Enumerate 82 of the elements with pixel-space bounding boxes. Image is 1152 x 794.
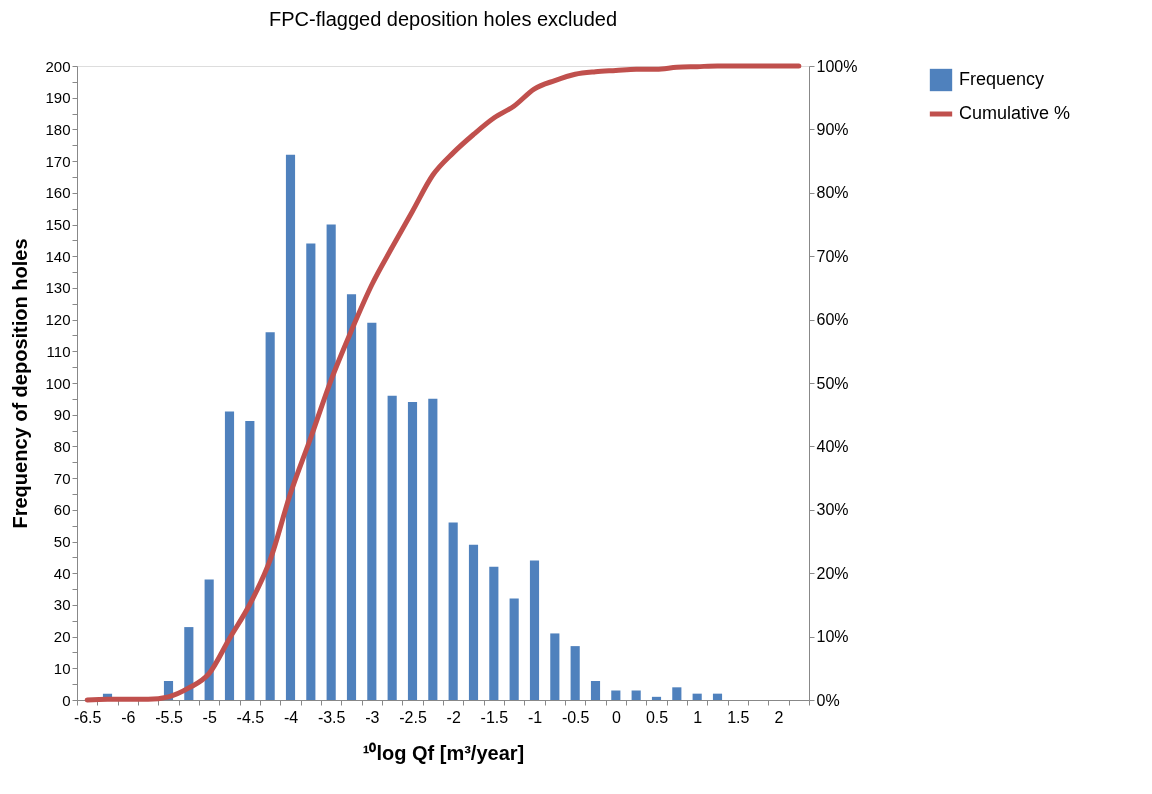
chart-title: FPC-flagged deposition holes excluded: [269, 8, 617, 30]
y-tick-label: 40: [53, 564, 71, 582]
y2-tick-label: 40%: [816, 437, 849, 455]
x-tick-label: 0.5: [645, 708, 669, 726]
bar: [428, 398, 438, 700]
x-tick-label: 0: [611, 708, 621, 726]
y-tick-label: 130: [45, 279, 71, 297]
y-tick-label: 100: [45, 374, 71, 392]
x-tick-label: -5: [202, 708, 217, 726]
x-axis-title: ¹⁰log Qf [m³/year]: [362, 741, 525, 764]
bar: [570, 646, 580, 700]
x-tick-label: -2: [446, 708, 461, 726]
y2-tick-label: 80%: [816, 184, 849, 202]
y-tick-label: 60: [53, 501, 71, 519]
y-tick-label: 30: [53, 596, 71, 614]
legend-label: Frequency: [959, 69, 1045, 89]
y2-tick-label: 50%: [816, 374, 849, 392]
x-tick-label: -6.5: [73, 708, 102, 726]
y-tick-label: 0: [62, 691, 71, 709]
y2-tick-label: 30%: [816, 501, 849, 519]
y-tick-label: 20: [53, 628, 71, 646]
y2-tick-label: 100%: [816, 57, 858, 75]
bar: [407, 402, 418, 700]
y2-tick-label: 60%: [816, 311, 849, 329]
bar: [245, 421, 255, 700]
x-tick-label: 1: [693, 708, 703, 726]
bar: [590, 680, 601, 700]
y-tick-label: 90: [53, 406, 71, 424]
bar: [631, 690, 641, 700]
x-tick-label: 2: [774, 708, 784, 726]
bar: [672, 687, 682, 700]
x-tick-label: -2.5: [399, 708, 427, 726]
x-tick-label: -3: [365, 708, 380, 726]
bar: [489, 566, 499, 700]
bar: [550, 633, 560, 700]
y-tick-label: 200: [45, 57, 71, 75]
x-tick-label: -4.5: [236, 708, 265, 726]
x-tick-label: -3.5: [317, 708, 346, 726]
x-tick-label: 1.5: [727, 708, 750, 726]
bar: [224, 411, 235, 700]
y-tick-label: 70: [53, 469, 71, 487]
bar: [306, 243, 316, 700]
y-tick-label: 110: [46, 342, 71, 360]
bar: [387, 395, 397, 700]
y-tick-label: 120: [45, 311, 71, 329]
bar: [448, 522, 458, 700]
bar: [712, 693, 723, 700]
bar: [204, 579, 214, 700]
bar: [509, 598, 519, 700]
bar: [346, 294, 357, 700]
legend-label: Cumulative %: [959, 103, 1071, 123]
bar: [611, 690, 621, 700]
bar: [285, 154, 296, 700]
y-axis-title: Frequency of deposition holes: [9, 238, 32, 529]
bar: [265, 332, 275, 700]
bar: [326, 224, 336, 700]
x-tick-label: -1.5: [480, 708, 509, 726]
y2-tick-label: 90%: [816, 120, 849, 138]
y-tick-label: 140: [45, 247, 71, 265]
bar: [692, 693, 702, 700]
y-tick-label: 10: [53, 659, 71, 677]
y2-tick-label: 0%: [816, 691, 840, 709]
bar: [468, 544, 479, 700]
bar: [529, 560, 540, 700]
bar: [367, 322, 377, 700]
x-tick-label: -6: [121, 708, 136, 726]
x-tick-label: -4: [283, 708, 299, 726]
bar: [184, 627, 194, 700]
bar: [651, 696, 662, 700]
y-tick-label: 190: [45, 89, 71, 107]
x-tick-label: -1: [527, 708, 543, 726]
y-tick-label: 80: [53, 437, 71, 455]
x-tick-label: -0.5: [561, 708, 590, 726]
y2-tick-label: 70%: [816, 247, 849, 265]
y-tick-label: 160: [45, 184, 71, 202]
y-tick-label: 50: [53, 533, 71, 550]
x-tick-label: -5.5: [155, 708, 183, 726]
y-tick-label: 180: [45, 120, 71, 138]
y2-tick-label: 10%: [816, 628, 849, 646]
y2-tick-label: 20%: [816, 564, 849, 582]
y-tick-label: 170: [45, 152, 71, 170]
y-tick-label: 150: [45, 216, 71, 233]
